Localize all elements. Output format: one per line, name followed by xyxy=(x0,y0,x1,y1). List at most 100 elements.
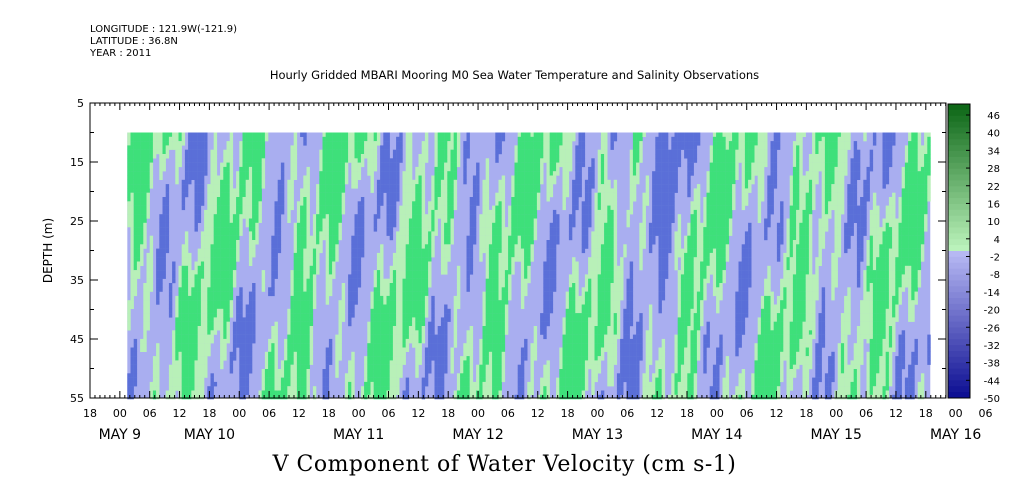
heatmap-cell xyxy=(520,295,525,301)
heatmap-cell xyxy=(495,141,499,146)
heatmap-cell xyxy=(213,283,218,288)
heatmap-cell xyxy=(213,317,218,322)
heatmap-cell xyxy=(415,291,419,297)
heatmap-cell xyxy=(216,222,221,228)
heatmap-cell xyxy=(495,377,499,383)
heatmap-cell xyxy=(437,343,442,348)
heatmap-cell xyxy=(162,158,166,163)
heatmap-cell xyxy=(479,351,483,357)
heatmap-cell xyxy=(287,197,291,202)
heatmap-cell xyxy=(159,274,163,279)
heatmap-cell xyxy=(511,265,515,271)
heatmap-cell xyxy=(508,222,512,228)
heatmap-cell xyxy=(495,197,499,202)
heatmap-cell xyxy=(143,209,147,215)
heatmap-cell xyxy=(495,240,499,245)
heatmap-cell xyxy=(488,369,493,374)
heatmap-cell xyxy=(168,369,173,374)
heatmap-cell xyxy=(264,356,269,361)
heatmap-cell xyxy=(328,136,333,142)
heatmap-cell xyxy=(239,295,243,301)
heatmap-cell xyxy=(421,162,426,168)
heatmap-cell xyxy=(495,334,499,340)
heatmap-cell xyxy=(396,252,400,258)
heatmap-cell xyxy=(472,209,477,215)
heatmap-cell xyxy=(373,227,378,232)
heatmap-cell xyxy=(136,257,141,262)
heatmap-cell xyxy=(488,231,493,236)
heatmap-cell xyxy=(204,145,208,150)
heatmap-cell xyxy=(335,166,339,172)
heatmap-cell xyxy=(130,278,134,284)
heatmap-cell xyxy=(533,227,538,232)
heatmap-cell xyxy=(175,364,179,370)
heatmap-cell xyxy=(232,274,237,279)
heatmap-cell xyxy=(306,227,310,232)
heatmap-cell xyxy=(367,154,371,159)
heatmap-cell xyxy=(444,222,448,228)
heatmap-cell xyxy=(248,300,253,305)
heatmap-cell xyxy=(220,313,224,318)
heatmap-cell xyxy=(248,184,253,189)
heatmap-cell xyxy=(447,231,451,236)
heatmap-cell xyxy=(306,308,310,314)
heatmap-cell xyxy=(248,343,253,348)
heatmap-cell xyxy=(421,381,426,387)
heatmap-cell xyxy=(338,356,342,361)
heatmap-cell xyxy=(389,205,394,211)
heatmap-cell xyxy=(194,201,198,206)
heatmap-cell xyxy=(440,201,445,206)
heatmap-cell xyxy=(488,291,493,297)
heatmap-cell xyxy=(229,175,234,180)
heatmap-cell xyxy=(504,300,509,305)
heatmap-cell xyxy=(399,244,403,249)
heatmap-cell xyxy=(434,386,438,391)
heatmap-cell xyxy=(408,313,413,318)
heatmap-cell xyxy=(428,347,432,352)
heatmap-cell xyxy=(450,141,454,146)
heatmap-cell xyxy=(466,360,470,365)
heatmap-cell xyxy=(216,209,221,215)
heatmap-cell xyxy=(351,381,355,387)
heatmap-cell xyxy=(485,356,490,361)
heatmap-cell xyxy=(223,326,227,331)
heatmap-cell xyxy=(466,351,470,357)
heatmap-cell xyxy=(463,141,467,146)
heatmap-cell xyxy=(191,132,195,137)
heatmap-cell xyxy=(415,227,419,232)
heatmap-cell xyxy=(511,261,515,266)
heatmap-cell xyxy=(357,240,362,245)
heatmap-cell xyxy=(389,313,394,318)
heatmap-cell xyxy=(357,205,362,211)
heatmap-cell xyxy=(184,373,189,378)
heatmap-cell xyxy=(258,154,262,159)
heatmap-cell xyxy=(482,214,486,219)
heatmap-cell xyxy=(287,369,291,374)
heatmap-cell xyxy=(370,373,374,378)
heatmap-cell xyxy=(338,334,342,340)
heatmap-cell xyxy=(428,248,432,254)
heatmap-cell xyxy=(204,166,208,172)
heatmap-cell xyxy=(252,231,256,236)
heatmap-cell xyxy=(447,132,451,137)
heatmap-cell xyxy=(332,145,336,150)
heatmap-cell xyxy=(405,240,410,245)
heatmap-cell xyxy=(188,252,192,258)
heatmap-cell xyxy=(140,201,144,206)
heatmap-cell xyxy=(408,265,413,271)
heatmap-cell xyxy=(380,244,384,249)
heatmap-cell xyxy=(437,171,442,176)
heatmap-cell xyxy=(303,265,307,271)
heatmap-cell xyxy=(354,278,358,284)
heatmap-cell xyxy=(213,132,218,137)
heatmap-cell xyxy=(136,235,141,241)
heatmap-cell xyxy=(216,175,221,180)
heatmap-cell xyxy=(383,347,387,352)
heatmap-cell xyxy=(146,313,150,318)
heatmap-cell xyxy=(309,295,314,301)
heatmap-cell xyxy=(136,197,141,202)
heatmap-cell xyxy=(328,209,333,215)
heatmap-cell xyxy=(376,252,381,258)
heatmap-cell xyxy=(312,287,317,292)
heatmap-cell xyxy=(296,270,301,275)
